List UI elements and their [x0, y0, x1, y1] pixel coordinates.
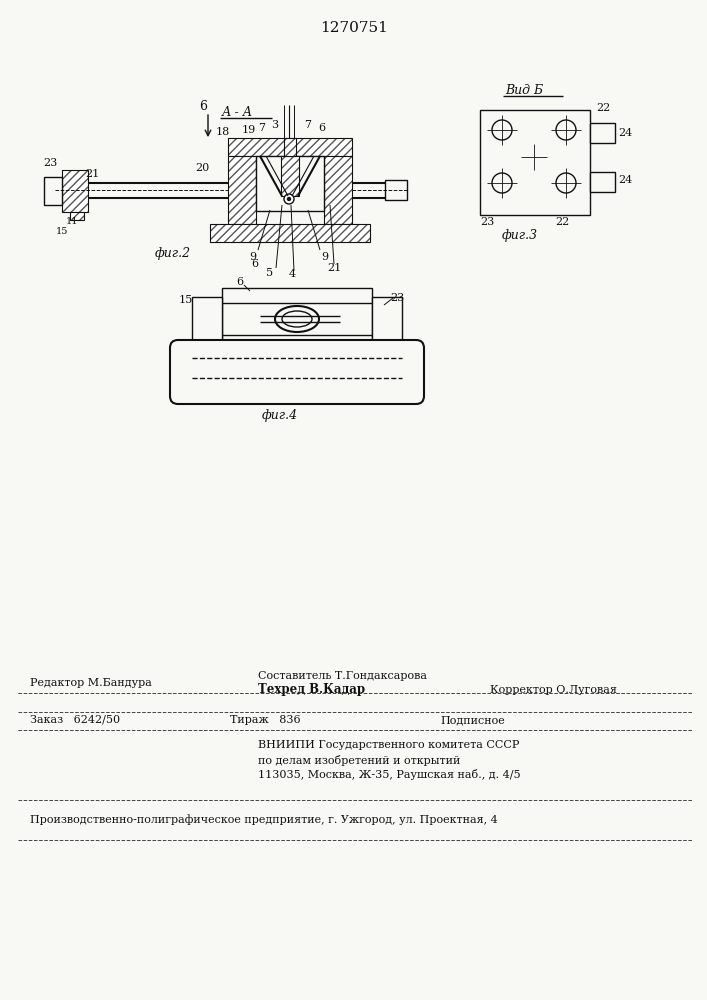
Bar — [210, 224, 370, 242]
Text: фиг.2: фиг.2 — [155, 246, 191, 259]
Bar — [70, 212, 84, 220]
Bar — [256, 156, 324, 211]
Text: 22: 22 — [596, 103, 610, 113]
Text: 18: 18 — [216, 127, 230, 137]
Text: 22: 22 — [555, 217, 569, 227]
Bar — [281, 156, 299, 196]
Text: Составитель Т.Гондаксарова: Составитель Т.Гондаксарова — [258, 671, 427, 681]
Text: 23: 23 — [390, 293, 404, 303]
Bar — [228, 156, 256, 224]
Ellipse shape — [282, 311, 312, 327]
Text: Подписное: Подписное — [440, 715, 505, 725]
Text: Редактор М.Бандура: Редактор М.Бандура — [30, 678, 152, 688]
Circle shape — [284, 194, 294, 204]
Bar — [210, 224, 370, 242]
Text: 24: 24 — [618, 175, 632, 185]
Text: 23: 23 — [480, 217, 494, 227]
Bar — [228, 138, 352, 156]
Text: по делам изобретений и открытий: по делам изобретений и открытий — [258, 754, 460, 766]
Bar — [44, 177, 62, 205]
Text: фиг.4: фиг.4 — [262, 408, 298, 422]
Circle shape — [288, 198, 291, 200]
Circle shape — [556, 120, 576, 140]
Text: 6: 6 — [252, 259, 259, 269]
Bar — [372, 297, 402, 341]
Text: 21: 21 — [327, 263, 341, 273]
Text: 19: 19 — [242, 125, 256, 135]
Text: 24: 24 — [618, 128, 632, 138]
Text: 4: 4 — [288, 269, 296, 279]
Ellipse shape — [275, 306, 319, 332]
Bar — [281, 156, 299, 196]
Bar — [480, 110, 590, 215]
Text: Корректор О.Луговая: Корректор О.Луговая — [490, 685, 617, 695]
Text: ВНИИПИ Государственного комитета СССР: ВНИИПИ Государственного комитета СССР — [258, 740, 520, 750]
Circle shape — [492, 120, 512, 140]
Text: 20: 20 — [196, 163, 210, 173]
Bar — [324, 156, 352, 224]
Bar — [222, 288, 372, 348]
Bar — [192, 297, 222, 341]
Bar — [385, 180, 407, 200]
Text: 3: 3 — [271, 120, 279, 130]
Text: 21: 21 — [85, 169, 99, 179]
Bar — [228, 138, 352, 156]
Text: 15: 15 — [179, 295, 193, 305]
Circle shape — [556, 173, 576, 193]
Text: Техред В.Кадар: Техред В.Кадар — [258, 684, 365, 696]
Bar — [228, 156, 256, 224]
Text: 6: 6 — [318, 123, 325, 133]
Bar — [70, 212, 84, 220]
Bar — [590, 172, 615, 192]
Text: 7: 7 — [259, 123, 266, 133]
Text: 1270751: 1270751 — [320, 21, 388, 35]
Text: Вид Б: Вид Б — [505, 84, 543, 97]
Text: 6: 6 — [236, 277, 244, 287]
Bar — [284, 138, 296, 156]
Text: фиг.3: фиг.3 — [502, 230, 538, 242]
Text: 5: 5 — [267, 268, 274, 278]
Bar — [62, 170, 88, 212]
Bar — [284, 138, 296, 156]
Text: А - А: А - А — [222, 105, 253, 118]
Text: 9: 9 — [322, 252, 329, 262]
Bar — [590, 123, 615, 143]
Text: 11: 11 — [66, 218, 78, 227]
Text: 7: 7 — [305, 120, 312, 130]
Text: 9: 9 — [250, 252, 257, 262]
Circle shape — [492, 173, 512, 193]
FancyBboxPatch shape — [170, 340, 424, 404]
Text: 15: 15 — [56, 228, 68, 236]
Text: Тираж   836: Тираж 836 — [230, 715, 300, 725]
Text: 113035, Москва, Ж-35, Раушская наб., д. 4/5: 113035, Москва, Ж-35, Раушская наб., д. … — [258, 770, 520, 780]
Bar — [62, 170, 88, 212]
Bar — [324, 156, 352, 224]
Text: 6: 6 — [199, 101, 207, 113]
Text: Производственно-полиграфическое предприятие, г. Ужгород, ул. Проектная, 4: Производственно-полиграфическое предприя… — [30, 815, 498, 825]
Text: Заказ   6242/50: Заказ 6242/50 — [30, 715, 120, 725]
Text: 23: 23 — [43, 158, 57, 168]
